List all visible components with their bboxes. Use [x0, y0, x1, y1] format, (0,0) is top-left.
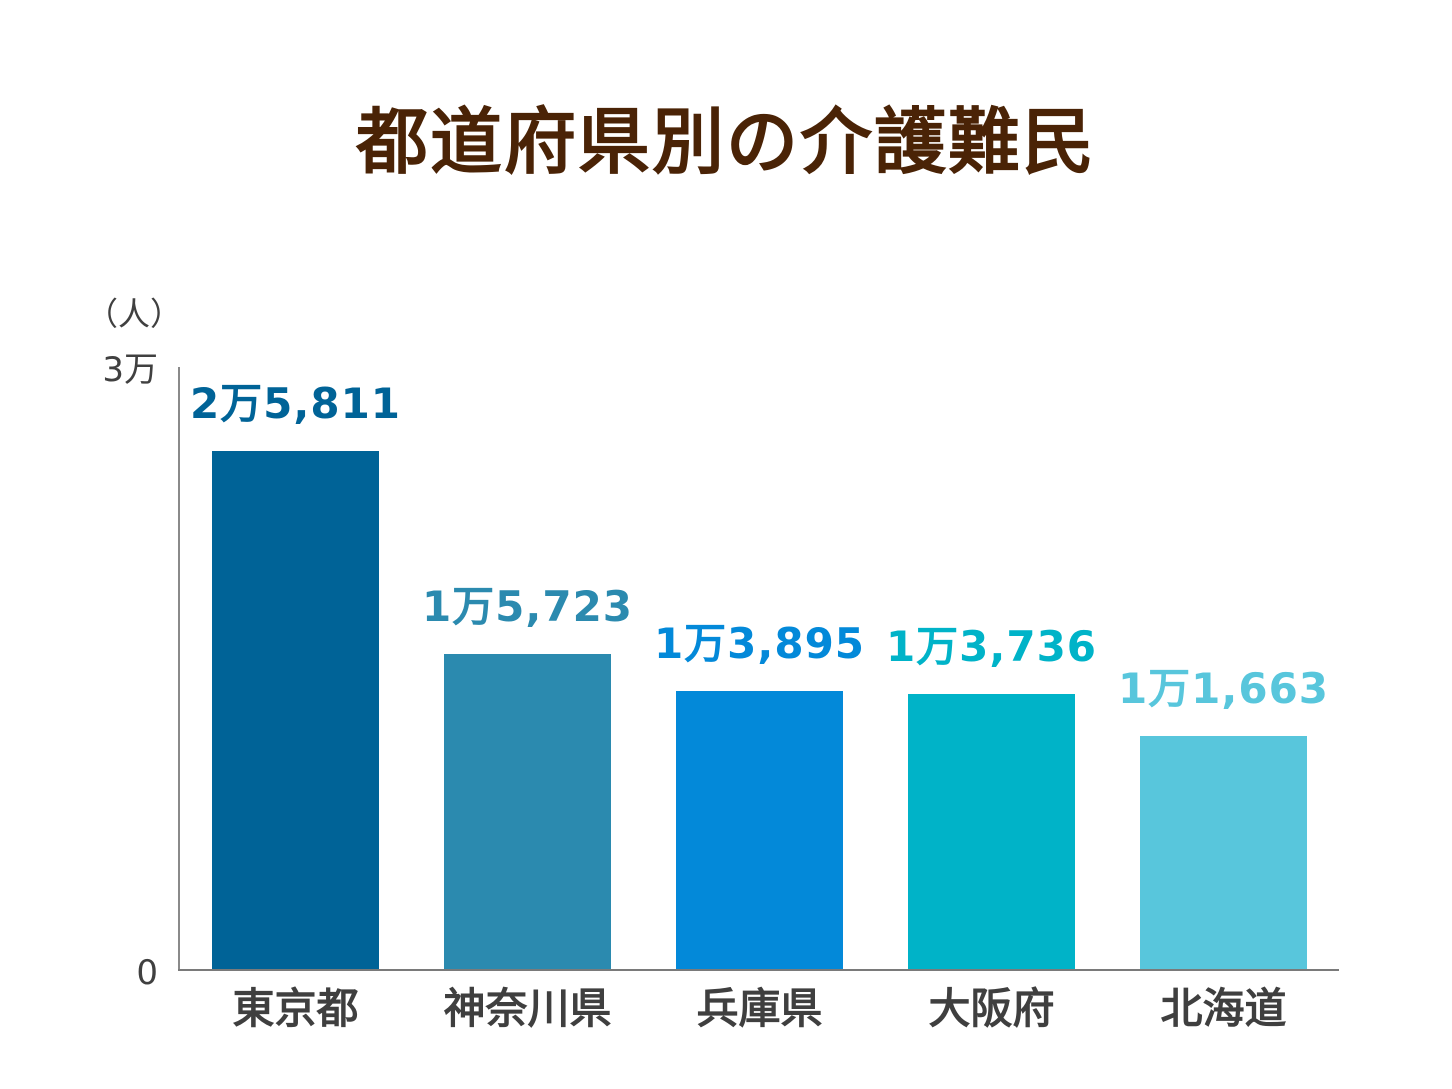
category-label: 兵庫県	[696, 984, 823, 1033]
bar-value-label: 1万5,723	[421, 582, 634, 631]
bar-hokkaido	[1140, 736, 1307, 970]
y-tick-zero: 0	[136, 953, 158, 993]
bar-hyogo	[676, 691, 843, 970]
y-axis-line	[178, 367, 180, 971]
x-axis-line	[178, 969, 1339, 971]
category-label: 北海道	[1160, 984, 1287, 1033]
bar-osaka	[908, 694, 1075, 970]
bar-value-label: 1万1,663	[1117, 664, 1330, 713]
y-axis-unit-label: （人）	[86, 295, 183, 333]
bar-value-label: 1万3,736	[885, 622, 1098, 671]
bar-value-label: 1万3,895	[653, 619, 866, 668]
bar-tokyo	[212, 451, 379, 970]
y-tick-max: 3万	[102, 350, 158, 390]
category-label: 東京都	[232, 984, 359, 1033]
chart-title: 都道府県別の介護難民	[355, 100, 1096, 184]
category-label: 大阪府	[928, 984, 1055, 1033]
category-label: 神奈川県	[443, 984, 612, 1033]
bar-kanagawa	[444, 654, 611, 970]
bar-value-label: 2万5,811	[189, 379, 402, 428]
